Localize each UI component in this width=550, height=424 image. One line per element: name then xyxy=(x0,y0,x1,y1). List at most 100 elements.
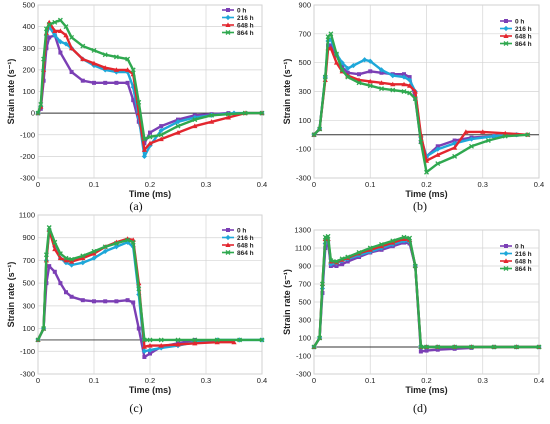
data-point xyxy=(328,258,334,264)
data-point xyxy=(148,351,152,356)
data-point xyxy=(225,111,231,117)
data-point xyxy=(435,152,441,157)
legend-label: 648 h xyxy=(237,22,254,29)
data-point xyxy=(52,269,57,274)
data-point xyxy=(47,35,52,40)
data-point xyxy=(91,60,97,66)
data-point xyxy=(401,236,407,241)
data-point xyxy=(390,238,396,244)
data-point xyxy=(159,124,164,129)
y-tick-label: 1300 xyxy=(294,226,311,235)
data-point xyxy=(57,28,63,33)
data-point xyxy=(91,62,97,69)
data-point xyxy=(435,344,441,350)
legend-marker xyxy=(225,22,231,27)
data-point xyxy=(514,344,519,350)
data-point xyxy=(158,345,164,351)
data-point xyxy=(407,235,413,241)
data-point xyxy=(131,300,136,305)
data-point xyxy=(158,132,164,138)
data-point xyxy=(136,326,141,331)
data-point xyxy=(401,81,407,87)
data-point xyxy=(192,340,198,346)
data-point xyxy=(46,22,52,27)
legend-marker xyxy=(503,33,509,38)
legend-label: 216 h xyxy=(237,235,254,242)
legend-label: 216 h xyxy=(515,26,532,33)
data-point xyxy=(63,24,69,30)
data-point xyxy=(401,234,407,240)
data-point xyxy=(125,56,131,62)
data-point xyxy=(368,69,373,74)
data-point xyxy=(452,344,458,350)
data-point xyxy=(141,337,147,343)
data-point xyxy=(192,117,198,123)
data-point xyxy=(147,337,153,343)
chart-panel: 0 0.1 0.2 0.3 0.4 -300 -100 100 300 500 700 900 1100… xyxy=(282,226,544,416)
data-point xyxy=(259,110,265,116)
data-point xyxy=(407,83,413,88)
chart-panel: 0 0.1 0.2 0.3 0.4 -300 -200 -100 0 100 200 300 400 50… xyxy=(6,1,267,214)
data-point xyxy=(379,86,384,92)
data-point xyxy=(158,343,164,348)
legend-marker xyxy=(503,250,509,257)
data-point xyxy=(345,74,351,80)
data-point xyxy=(57,255,63,261)
legend-marker xyxy=(225,242,231,247)
data-point xyxy=(209,112,215,118)
data-point xyxy=(103,299,108,304)
series-line xyxy=(36,34,229,145)
data-point xyxy=(339,67,345,73)
data-point xyxy=(80,260,86,266)
data-point xyxy=(91,47,97,53)
y-tick-label: 700 xyxy=(298,280,311,289)
data-point xyxy=(328,43,333,48)
data-point xyxy=(52,28,58,33)
data-point xyxy=(114,80,119,85)
data-point xyxy=(80,255,86,261)
legend-label: 216 h xyxy=(515,251,532,258)
data-point xyxy=(141,153,147,159)
data-point xyxy=(69,262,75,268)
y-tick-label: 700 xyxy=(22,256,35,265)
panel-caption: (a) xyxy=(129,199,142,213)
data-point xyxy=(418,344,424,350)
y-axis-label: Strain rate (s⁻¹) xyxy=(6,59,16,125)
x-tick-label: 0.4 xyxy=(257,376,267,385)
y-tick-label: -300 xyxy=(296,370,311,379)
x-tick-label: 0.4 xyxy=(257,180,267,189)
y-tick-label: 500 xyxy=(298,298,311,307)
data-point xyxy=(158,136,164,142)
data-point xyxy=(390,240,396,245)
data-point xyxy=(147,140,153,146)
y-tick-label: 300 xyxy=(22,44,35,53)
data-point xyxy=(192,337,198,343)
data-point xyxy=(136,286,142,292)
legend-label: 648 h xyxy=(515,258,532,265)
data-point xyxy=(536,344,542,350)
data-point xyxy=(452,145,458,150)
x-tick-label: 0.4 xyxy=(534,376,544,385)
data-point xyxy=(225,114,231,120)
data-point xyxy=(362,57,368,63)
legend-label: 0 h xyxy=(515,243,524,250)
data-point xyxy=(402,72,406,77)
data-point xyxy=(92,299,96,304)
data-point xyxy=(158,337,164,343)
data-point xyxy=(328,31,334,37)
y-tick-label: 1100 xyxy=(295,244,311,253)
data-point xyxy=(311,344,317,350)
data-point xyxy=(69,70,74,75)
data-point xyxy=(113,67,119,72)
data-point xyxy=(136,99,142,105)
data-point xyxy=(125,80,130,85)
data-point xyxy=(237,337,243,343)
y-axis-label: Strain rate (s⁻¹) xyxy=(282,269,292,335)
y-tick-label: 500 xyxy=(22,1,35,10)
y-tick-label: 500 xyxy=(298,58,311,67)
data-point xyxy=(491,133,497,139)
data-point xyxy=(131,98,136,103)
y-tick-label: 900 xyxy=(298,1,311,10)
x-tick-label: 0 xyxy=(36,376,40,385)
data-point xyxy=(491,344,497,350)
